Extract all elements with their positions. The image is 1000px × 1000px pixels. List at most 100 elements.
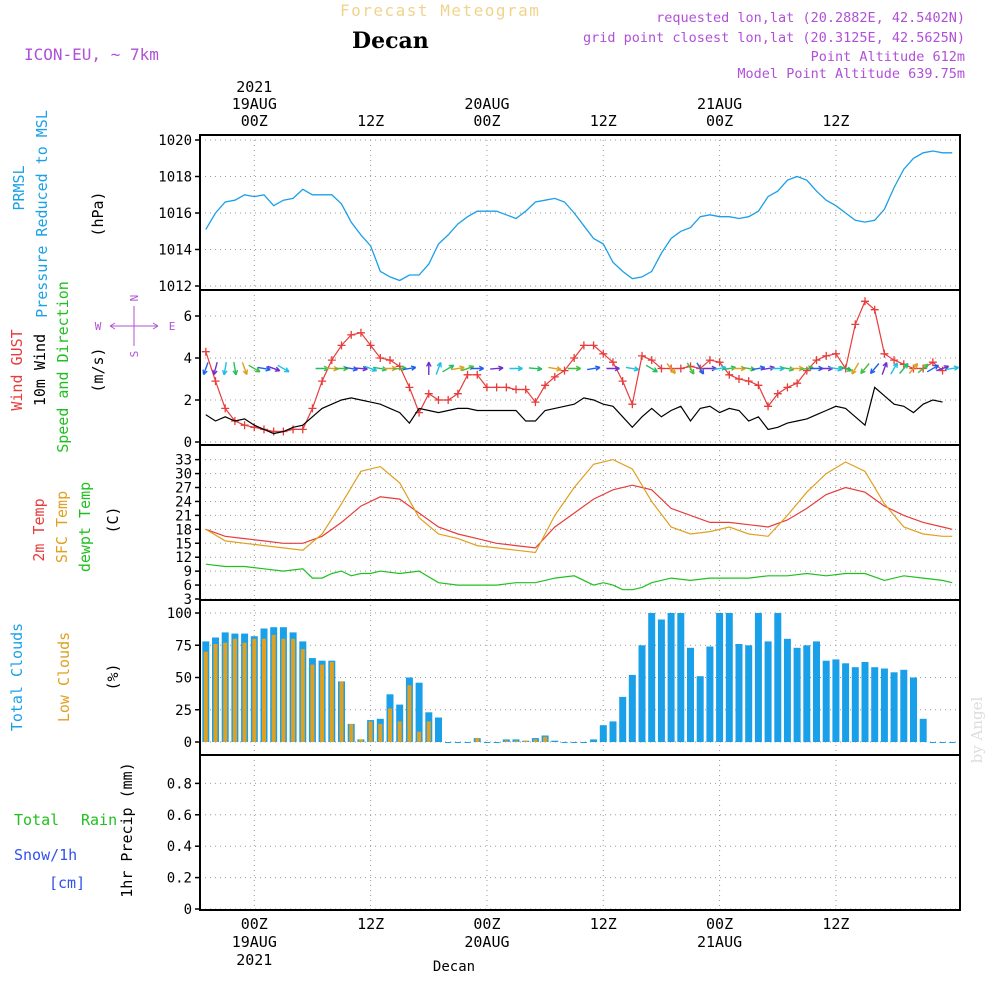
gust-point <box>531 398 540 407</box>
temperature-frame <box>199 444 961 601</box>
wind-direction-arrow <box>899 362 909 374</box>
gust-point <box>473 370 482 379</box>
temperature-ytick-label: 24 <box>175 494 192 510</box>
total-cloud-bar <box>813 641 820 742</box>
low-cloud-bar <box>252 638 257 742</box>
wind-unit: (m/s) <box>89 347 107 392</box>
wind-panel: 0 2 4 6 <box>184 290 961 451</box>
wind-direction-arrow <box>860 363 870 375</box>
total-cloud-bar <box>599 725 607 742</box>
low-cloud-bar <box>271 634 276 742</box>
bottom-time-label: 12Z <box>822 915 849 933</box>
gust-point <box>570 354 579 362</box>
temperature-ytick-label: 33 <box>175 453 192 469</box>
gust-point <box>861 297 869 306</box>
gust-point <box>608 358 617 367</box>
total-cloud-bar <box>880 668 888 742</box>
wind-direction-arrow <box>528 365 543 372</box>
wind-direction-arrow <box>402 365 417 371</box>
pressure-ytick-label: 1016 <box>158 206 192 222</box>
pressure-unit: (hPa) <box>89 191 107 236</box>
wind-direction-arrow <box>354 365 368 372</box>
top-time-label: 20AUG <box>464 95 509 113</box>
total-cloud-bar <box>609 721 617 742</box>
low-cloud-bar <box>349 723 354 742</box>
gust-point <box>386 356 394 365</box>
gust-point <box>812 356 821 365</box>
gust-point <box>715 358 724 367</box>
bottom-time-label: 12Z <box>357 915 384 933</box>
temperature-ytick-label: 21 <box>175 508 192 524</box>
precip-snow-label: Snow/1h <box>14 846 77 864</box>
top-time-label: 00Z <box>706 112 733 130</box>
low-cloud-bar <box>203 651 208 742</box>
gust-point <box>647 356 656 365</box>
wind-direction-arrow <box>645 364 658 373</box>
gust-point <box>599 349 608 358</box>
gust-point <box>492 383 501 392</box>
total-cloud-bar <box>648 613 656 742</box>
wind-direction-arrow <box>241 362 248 376</box>
gust-point <box>870 305 879 314</box>
top-time-label: 21AUG <box>697 95 742 113</box>
low-cloud-bar <box>358 739 363 742</box>
gust-point <box>822 351 831 360</box>
precip-total-label: Total <box>14 811 59 829</box>
low-cloud-bar <box>514 740 518 742</box>
wind-speed-dir-label: Speed and Direction <box>54 281 72 453</box>
low-cloud-bar <box>533 739 538 742</box>
compass-rose: W E N S <box>95 295 176 358</box>
gust-line <box>205 300 943 433</box>
wind-10m-label: 10m Wind <box>31 334 49 406</box>
top-time-label: 12Z <box>822 112 849 130</box>
model-label: ICON-EU, ~ 7km <box>24 45 159 64</box>
wind-direction-arrow <box>257 366 271 372</box>
gust-point <box>211 377 220 386</box>
wind-direction-arrow <box>222 361 228 376</box>
total-cloud-bar <box>667 613 675 742</box>
wind-direction-arrow <box>470 365 485 372</box>
low-cloud-bar <box>543 736 548 742</box>
clouds-ytick-label: 75 <box>175 638 192 654</box>
low-cloud-bar <box>475 738 480 742</box>
low-cloud-bar <box>426 721 431 742</box>
low-cloud-bar <box>291 638 296 742</box>
wind-direction-arrow <box>839 365 853 372</box>
wind-direction-arrow <box>881 361 888 375</box>
total-cloud-bar <box>832 659 840 742</box>
gust-point <box>773 389 782 398</box>
total-cloud-bar <box>900 669 908 742</box>
temperature-ytick-label: 18 <box>175 522 192 538</box>
top-time-label: 19AUG <box>232 95 277 113</box>
gust-point <box>308 404 317 413</box>
total-cloud-bar <box>677 613 685 742</box>
temp-sfc-label: SFC Temp <box>53 491 71 563</box>
gust-point <box>579 341 588 350</box>
total-cloud-bar <box>706 646 714 742</box>
wind-ytick-label: 0 <box>184 435 192 451</box>
low-cloud-bar <box>232 638 237 742</box>
gust-point <box>657 364 666 373</box>
wind-direction-arrow <box>926 364 940 373</box>
pressure-panel: 1012 1014 1016 1018 1020 <box>158 133 961 295</box>
total-cloud-bar <box>783 638 791 742</box>
top-time-label: 00Z <box>241 112 268 130</box>
total-clouds-label: Total Clouds <box>8 623 26 731</box>
gust-point <box>512 385 521 394</box>
wind-ytick-label: 2 <box>184 393 192 409</box>
wind-direction-arrow <box>277 364 290 373</box>
wind-direction-arrow <box>202 362 209 376</box>
wind-direction-arrow <box>606 365 620 372</box>
low-cloud-bar <box>310 664 315 742</box>
total-cloud-bar <box>415 682 423 742</box>
low-cloud-bar <box>223 642 228 742</box>
wind-direction-arrow <box>851 362 860 375</box>
side-labels: PRMSL Pressure Reduced to MSL (hPa) Wind GU… <box>8 110 175 898</box>
low-cloud-bar <box>300 649 305 742</box>
total-cloud-bar <box>735 644 743 742</box>
wind-direction-arrow <box>686 362 695 375</box>
gust-point <box>793 379 802 388</box>
temperature-ytick-label: 3 <box>184 592 192 608</box>
